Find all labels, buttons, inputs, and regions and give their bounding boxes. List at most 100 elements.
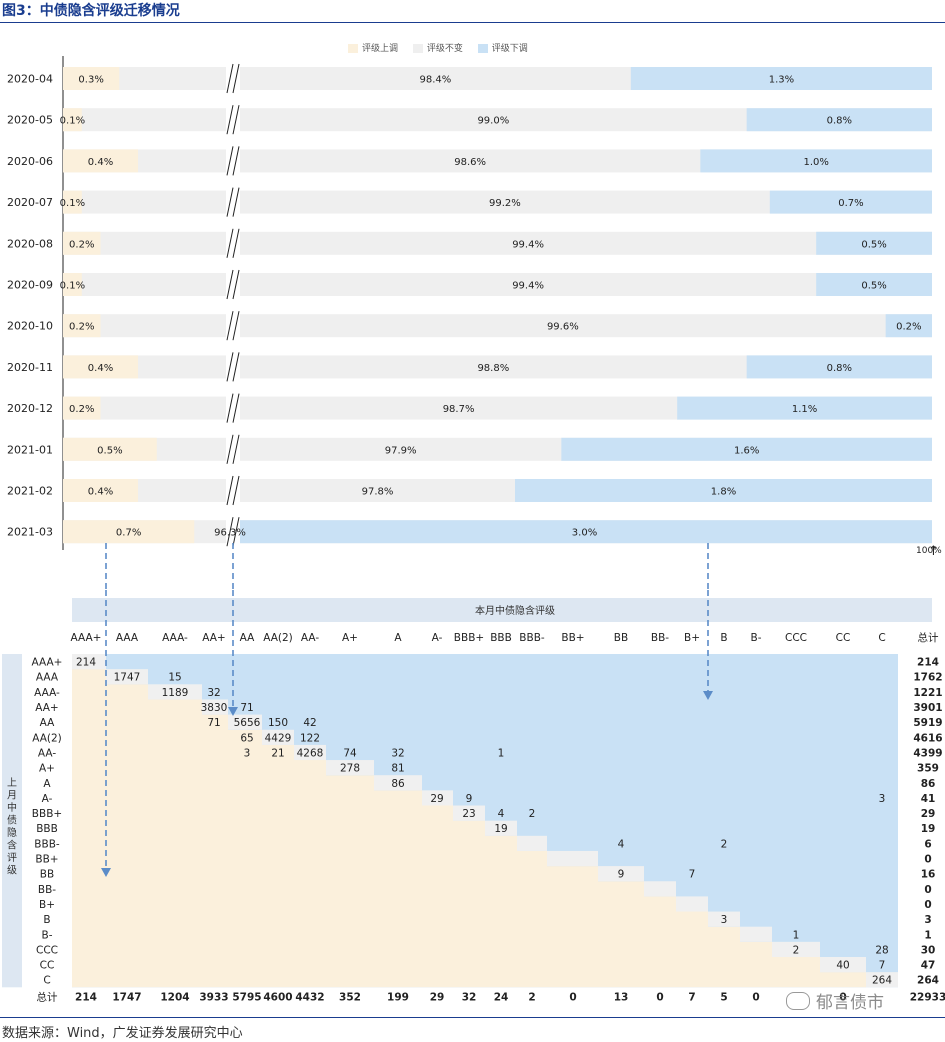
data-label-down: 3.0%: [572, 528, 597, 539]
matrix-cell-value: 3830: [201, 702, 228, 714]
diagonal-cell: [676, 896, 708, 912]
row-header-char: 评: [7, 852, 17, 864]
row-header-band: [2, 654, 22, 988]
axis-break-mark: [226, 187, 234, 217]
bar-segment-up: [63, 396, 101, 420]
category-label: 2020-07: [7, 196, 53, 209]
category-label: 2020-08: [7, 237, 53, 250]
data-label-down: 0.8%: [827, 363, 852, 374]
matrix-cell-value: 150: [268, 717, 288, 729]
row-header-char: 月: [7, 790, 17, 802]
row-total-value: 29: [921, 808, 936, 820]
axis-break-gap: [226, 147, 240, 175]
data-label-up: 0.7%: [116, 528, 141, 539]
row-rating-label: AAA+: [32, 657, 63, 669]
bar-segment-down: [237, 520, 932, 544]
bar-segment-up: [63, 149, 138, 173]
matrix-cell-value: 42: [303, 717, 316, 729]
diagonal-cell: [202, 699, 228, 715]
col-rating-label: C: [878, 632, 885, 644]
matrix-cell-value: 74: [343, 747, 357, 759]
data-label-up: 0.2%: [69, 239, 94, 250]
row-total-label: 总计: [37, 990, 58, 1003]
col-total-value: 2: [528, 991, 535, 1003]
row-total-value: 359: [917, 763, 939, 775]
bar-segment-up: [63, 479, 138, 502]
axis-break-mark: [232, 517, 240, 547]
row-rating-label: AA+: [35, 702, 58, 714]
data-label-down: 0.5%: [861, 281, 886, 292]
matrix-cell-value: 1747: [114, 672, 141, 684]
matrix-cell-value: 3: [244, 747, 251, 759]
category-label: 2021-03: [7, 526, 53, 539]
col-total-label: 总计: [918, 631, 939, 644]
axis-break-gap: [226, 271, 240, 298]
bar-segment-down: [677, 396, 932, 420]
row-total-value: 3901: [913, 702, 942, 714]
bar-segment-same: [63, 314, 932, 338]
row-total-value: 4399: [913, 747, 942, 759]
diagonal-cell: [374, 775, 422, 791]
legend-label-same: 评级不变: [426, 44, 463, 54]
bar-segment-up: [63, 314, 101, 338]
data-label-same: 99.4%: [512, 239, 544, 250]
row-total-value: 5919: [913, 717, 942, 729]
bar-segment-up: [63, 108, 82, 132]
row-rating-label: BBB: [36, 823, 58, 835]
matrix-cell-value: 40: [836, 960, 849, 972]
data-label-same: 96.3%: [214, 528, 246, 539]
matrix-cell-value: 1: [793, 929, 800, 941]
axis-break-mark: [232, 63, 240, 94]
bar-segment-up: [63, 67, 120, 90]
data-label-up: 0.4%: [88, 363, 113, 374]
col-total-value: 1204: [160, 991, 189, 1003]
legend-item-up: 评级上调: [348, 41, 398, 54]
row-rating-label: A+: [39, 763, 55, 775]
axis-break-mark: [232, 228, 240, 258]
axis-end-label: 100%: [916, 546, 942, 556]
col-total-value: 0: [569, 991, 576, 1003]
diagonal-cell: [708, 911, 740, 927]
diagonal-cell: [422, 790, 453, 806]
matrix-cell-value: 81: [391, 763, 404, 775]
axis-break-mark: [226, 475, 234, 506]
matrix-cell-value: 9: [618, 869, 625, 881]
row-total-value: 3: [924, 914, 931, 926]
matrix-cell-value: 4: [618, 838, 625, 850]
axis-break-gap: [226, 106, 240, 134]
upgrade-region: [72, 654, 866, 988]
row-total-value: 41: [921, 793, 936, 805]
col-total-value: 32: [462, 991, 477, 1003]
matrix-cell-value: 4: [498, 808, 505, 820]
bar-segment-up: [63, 190, 82, 214]
axis-break-mark: [226, 352, 234, 382]
category-label: 2020-04: [7, 73, 53, 86]
diagonal-cell: [547, 850, 598, 867]
data-label-same: 99.4%: [512, 281, 544, 292]
row-total-value: 16: [921, 869, 936, 881]
col-rating-label: AA: [240, 632, 255, 644]
data-label-up: 0.2%: [69, 322, 94, 333]
col-rating-label: B-: [751, 632, 762, 644]
col-rating-label: AA-: [301, 632, 319, 644]
col-total-value: 13: [614, 991, 629, 1003]
row-rating-label: B+: [39, 899, 55, 911]
row-rating-label: BBB-: [34, 838, 60, 850]
col-total-value: 352: [339, 991, 361, 1003]
row-rating-label: AA(2): [32, 732, 62, 744]
col-total-value: 0: [752, 991, 759, 1003]
row-header-char: 含: [7, 839, 17, 852]
matrix-cell-value: 29: [430, 793, 443, 805]
axis-break-mark: [226, 269, 234, 300]
bar-segment-same: [63, 108, 932, 132]
bar-segment-same: [63, 231, 932, 255]
matrix-cell-value: 2: [529, 808, 536, 820]
data-label-up: 0.5%: [97, 445, 122, 456]
matrix-cell-value: 7: [879, 960, 886, 972]
data-label-same: 97.8%: [362, 487, 394, 498]
diagonal-cell: [326, 760, 374, 776]
matrix-cell-value: 1189: [162, 687, 189, 699]
data-label-same: 98.8%: [477, 363, 509, 374]
col-total-value: 1747: [112, 991, 141, 1003]
